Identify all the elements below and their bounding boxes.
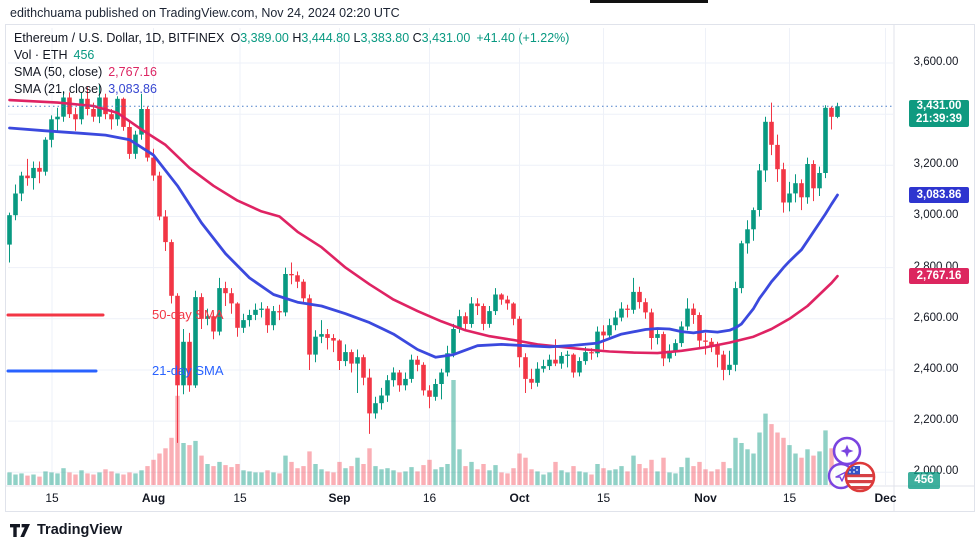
- volume-label: Vol · ETH: [14, 48, 68, 62]
- volume-bars: [7, 380, 840, 486]
- sma21-label: SMA (21, close): [14, 82, 103, 96]
- legend-sma50-row[interactable]: SMA (50, close) 2,767.16: [14, 64, 157, 80]
- time-axis-label: Nov: [694, 491, 717, 505]
- time-axis-label: 15: [45, 491, 59, 505]
- tradingview-logo-icon: [10, 523, 30, 537]
- fifty-day-sma-drawing-label[interactable]: 50-day SMA: [152, 306, 224, 322]
- price-axis-label: 3,200.00: [913, 158, 959, 171]
- ohlc-values: O3,389.00 H3,444.80 L3,383.80 C3,431.00: [230, 31, 470, 45]
- time-axis[interactable]: 15 Aug 15 Sep 16 Oct 15 Nov 15 Dec: [5, 486, 975, 512]
- sma21-price-badge: 3,083.86: [909, 187, 969, 204]
- time-axis-label: 16: [422, 491, 437, 505]
- sma21-line[interactable]: [8, 126, 839, 359]
- price-axis-label: 2,600.00: [913, 311, 959, 324]
- price-axis-label: 3,600.00: [913, 56, 959, 68]
- sma50-line[interactable]: [8, 98, 839, 355]
- last-price-value: 3,431.00: [916, 100, 962, 113]
- twenty-one-day-sma-drawing-label[interactable]: 21-day SMA: [152, 362, 224, 378]
- time-axis-label: Sep: [328, 491, 351, 505]
- ohlc-key: O: [230, 31, 241, 45]
- clipped-banner-fragment: [590, 0, 708, 3]
- price-change: +41.40 (+1.22%): [476, 31, 570, 45]
- ohlc-value: 3,431.00: [421, 31, 471, 45]
- legend-sma21-row[interactable]: SMA (21, close) 3,083.86: [14, 81, 157, 97]
- sma50-badge-value: 2,767.16: [916, 269, 962, 282]
- time-axis-label: 15: [782, 491, 797, 505]
- sticker-drawings[interactable]: [827, 436, 876, 493]
- time-axis-label: Aug: [141, 491, 166, 505]
- volume-value: 456: [73, 48, 95, 62]
- ohlc-key: C: [412, 31, 422, 45]
- time-axis-label: Dec: [874, 491, 897, 505]
- legend-volume-row[interactable]: Vol · ETH 456: [14, 47, 94, 63]
- symbol-title: Ethereum / U.S. Dollar, 1D, BITFINEX: [14, 31, 225, 45]
- tradingview-logo-text: TradingView: [37, 522, 123, 538]
- bar-countdown: 21:39:39: [915, 113, 963, 126]
- price-axis[interactable]: 3,600.00 3,200.00 3,000.00 2,800.00 2,600.00…: [894, 24, 976, 486]
- ohlc-key: L: [353, 31, 361, 45]
- time-axis-label: 15: [596, 491, 611, 505]
- last-price-badge: 3,431.00 21:39:39: [909, 99, 969, 127]
- sma50-label: SMA (50, close): [14, 65, 103, 79]
- price-axis-label: 2,200.00: [913, 414, 959, 427]
- price-axis-label: 2,400.00: [913, 362, 959, 375]
- time-axis-label: 15: [233, 491, 247, 505]
- ohlc-value: 3,383.80: [360, 31, 413, 45]
- ohlc-value: 3,389.00: [240, 31, 293, 45]
- publisher-line: edithchuama published on TradingView.com…: [10, 6, 400, 20]
- sma50-price-badge: 2,767.16: [909, 268, 969, 285]
- candlesticks: [7, 84, 840, 443]
- volume-badge: 456: [908, 472, 940, 489]
- time-axis-label: Oct: [509, 491, 530, 505]
- price-axis-label: 3,000.00: [913, 209, 959, 222]
- volume-badge-value: 456: [914, 474, 934, 486]
- legend-symbol-row[interactable]: Ethereum / U.S. Dollar, 1D, BITFINEX O3,…: [14, 30, 569, 46]
- sma21-badge-value: 3,083.86: [916, 188, 962, 201]
- sma21-value: 3,083.86: [108, 82, 157, 96]
- tradingview-logo[interactable]: TradingView: [10, 522, 122, 538]
- sma50-value: 2,767.16: [108, 65, 157, 79]
- ohlc-key: H: [292, 31, 302, 45]
- ohlc-value: 3,444.80: [301, 31, 354, 45]
